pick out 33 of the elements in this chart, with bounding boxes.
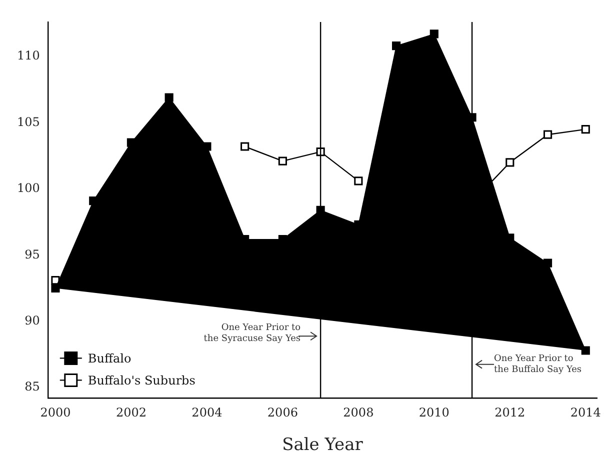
point — [430, 30, 438, 38]
point — [278, 156, 287, 166]
point — [240, 142, 250, 151]
y-tick-label: 105 — [17, 114, 40, 129]
y-tick-label: 85 — [24, 380, 40, 394]
point — [164, 93, 174, 102]
x-tick-label: 2004 — [192, 406, 223, 420]
point — [392, 42, 401, 50]
point — [506, 158, 514, 167]
point — [51, 284, 60, 293]
x-tick-label: 2002 — [116, 406, 146, 420]
x-tick-label: 2012 — [494, 406, 526, 420]
point — [202, 142, 212, 151]
legend-label: Buffalo's Suburbs — [88, 373, 196, 388]
x-tick-label: 2008 — [343, 406, 374, 420]
x-axis-title: Sale Year — [282, 435, 364, 456]
ref-line-label: One Year Prior to the Syracuse Say Yes — [204, 322, 301, 344]
x-tick-label: 2010 — [418, 406, 450, 420]
point — [543, 258, 552, 268]
y-tick-label: 95 — [24, 247, 40, 262]
x-tick-label: 2014 — [570, 406, 602, 420]
point — [581, 346, 590, 355]
y-tick-label: 90 — [24, 313, 40, 328]
point — [354, 176, 363, 186]
point — [581, 125, 590, 134]
point — [126, 138, 136, 147]
x-tick-label: 2000 — [40, 406, 71, 420]
legend-label: Buffalo — [88, 351, 132, 366]
point — [543, 130, 552, 139]
y-tick-label: 110 — [17, 48, 40, 63]
y-tick-label: 100 — [17, 181, 40, 196]
x-tick-label: 2006 — [267, 406, 298, 420]
ref-line-label: One Year Prior to the Buffalo Say Yes — [494, 354, 582, 376]
